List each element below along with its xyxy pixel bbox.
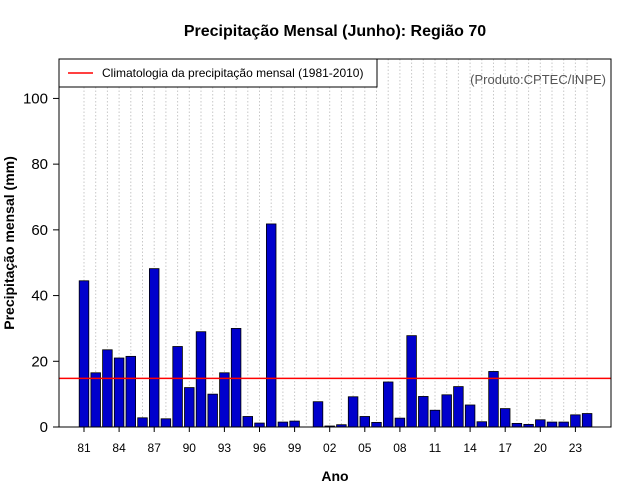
y-axis-label: Precipitação mensal (mm) — [1, 156, 17, 330]
x-tick-label: 05 — [358, 441, 372, 455]
chart-title: Precipitação Mensal (Junho): Região 70 — [184, 23, 486, 40]
x-tick-label: 96 — [253, 441, 267, 455]
bars-layer — [78, 223, 593, 428]
bar-15 — [476, 421, 488, 428]
x-tick-label: 23 — [569, 441, 583, 455]
x-tick-label: 93 — [218, 441, 232, 455]
source-note: (Produto:CPTEC/INPE) — [470, 72, 606, 87]
bar-05 — [359, 416, 371, 428]
bar-17 — [499, 408, 511, 428]
y-tick-label: 0 — [40, 419, 48, 436]
bar-12 — [441, 394, 452, 428]
bar-08 — [394, 417, 406, 428]
bar-93 — [219, 372, 230, 428]
x-axis-label: Ano — [321, 468, 348, 484]
bar-96 — [254, 422, 265, 428]
y-axis: 0 20 40 60 80 100 — [23, 90, 59, 436]
x-tick-label: 17 — [499, 441, 513, 455]
x-tick-label: 14 — [463, 441, 477, 455]
bar-24 — [581, 413, 593, 428]
y-tick-label: 40 — [31, 288, 48, 305]
legend: Climatologia da precipitação mensal (198… — [58, 58, 378, 88]
bar-22 — [558, 421, 569, 428]
bar-98 — [277, 421, 289, 428]
x-tick-label: 90 — [183, 441, 197, 455]
bar-06 — [371, 421, 382, 428]
bar-09 — [406, 335, 417, 428]
bar-04 — [347, 396, 359, 428]
bar-81 — [78, 280, 90, 428]
bar-85 — [125, 355, 137, 428]
x-axis: 81 84 87 90 93 96 99 02 05 08 11 14 17 20 23 — [77, 427, 582, 455]
bar-16 — [488, 371, 499, 428]
bar-87 — [148, 268, 160, 428]
bar-01 — [312, 401, 324, 428]
bar-23 — [570, 414, 581, 428]
x-tick-label: 20 — [534, 441, 548, 455]
x-tick-label: 99 — [288, 441, 302, 455]
x-tick-label: 11 — [429, 441, 442, 455]
bar-11 — [429, 409, 441, 428]
x-tick-label: 84 — [112, 441, 126, 455]
bar-92 — [207, 393, 218, 428]
x-tick-label: 02 — [323, 441, 337, 455]
y-tick-label: 20 — [31, 353, 48, 370]
x-tick-label: 08 — [393, 441, 407, 455]
x-tick-label: 81 — [77, 441, 91, 455]
bar-10 — [418, 396, 429, 428]
bar-95 — [242, 416, 254, 428]
bar-97 — [265, 223, 277, 428]
bar-84 — [113, 357, 125, 428]
bar-89 — [172, 346, 183, 428]
bar-86 — [137, 417, 148, 428]
x-tick-label: 87 — [148, 441, 162, 455]
bar-91 — [195, 331, 207, 428]
bar-83 — [102, 349, 113, 428]
bar-82 — [90, 372, 101, 428]
bar-21 — [546, 421, 558, 428]
y-tick-label: 80 — [31, 156, 48, 173]
y-tick-label: 100 — [23, 90, 48, 107]
grid-layer — [83, 59, 588, 427]
bar-88 — [160, 418, 172, 428]
bar-13 — [453, 386, 464, 428]
bar-07 — [382, 381, 394, 428]
bar-90 — [184, 387, 195, 428]
legend-label: Climatologia da precipitação mensal (198… — [102, 66, 363, 80]
y-tick-label: 60 — [31, 222, 48, 239]
legend-box — [58, 58, 378, 88]
bar-99 — [289, 420, 300, 428]
bar-14 — [464, 404, 476, 428]
bar-20 — [535, 419, 546, 428]
bar-18 — [511, 422, 523, 428]
